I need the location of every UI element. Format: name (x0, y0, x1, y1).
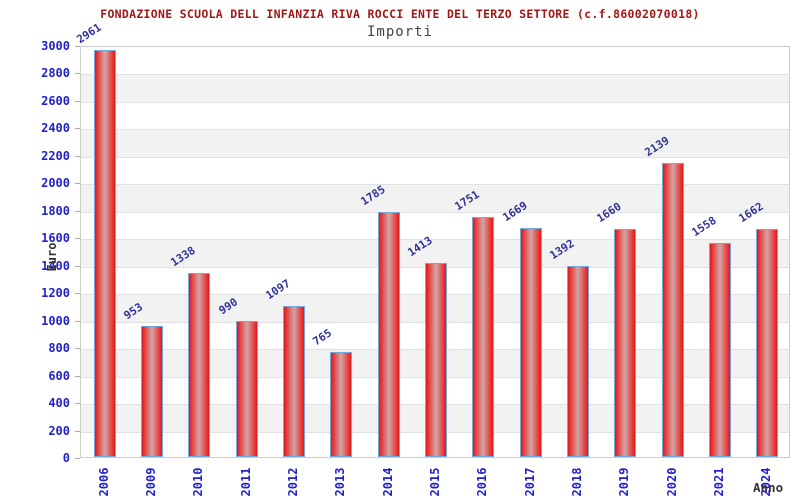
bar (377, 211, 400, 457)
y-tick-label: 200 (48, 423, 70, 438)
bar (283, 306, 305, 457)
x-tick-label: 2020 (664, 467, 679, 497)
y-tick-label: 2600 (41, 93, 70, 108)
y-tick-mark (75, 183, 80, 185)
grid-band (81, 101, 789, 129)
y-tick-label: 0 (62, 451, 70, 465)
grid-band (81, 47, 789, 74)
y-tick-label: 1800 (41, 203, 70, 218)
x-tick-label: 2014 (380, 467, 395, 497)
x-axis-title: Anno (753, 480, 784, 495)
y-tick-label: 600 (48, 368, 70, 383)
y-tick-mark (75, 375, 80, 377)
grid-band (81, 74, 789, 102)
chart-subtitle: Importi (366, 24, 433, 40)
x-tick-label: 2009 (144, 467, 158, 497)
y-tick-mark (75, 430, 80, 432)
y-tick-label: 1600 (41, 231, 70, 246)
bar (188, 273, 211, 457)
y-tick-label: 3000 (41, 39, 70, 53)
y-tick-mark (75, 128, 80, 130)
grid-band (81, 211, 789, 239)
x-tick-label: 2018 (570, 467, 584, 497)
x-tick-label: 2011 (238, 467, 253, 497)
y-tick-mark (75, 210, 80, 212)
y-tick-label: 2400 (41, 121, 70, 136)
x-tick-label: 2016 (475, 467, 490, 497)
y-tick-mark (75, 458, 80, 459)
y-tick-label: 1400 (41, 258, 70, 273)
bar (472, 216, 495, 457)
bar (330, 351, 353, 457)
y-tick-mark (75, 320, 80, 322)
x-tick-label: 2006 (96, 467, 111, 497)
x-tick-label: 2017 (522, 467, 537, 497)
grid-band (81, 129, 789, 157)
grid-band (81, 156, 789, 184)
x-tick-label: 2013 (333, 467, 348, 497)
bar (93, 50, 116, 457)
bar (235, 321, 258, 457)
y-tick-label: 2200 (41, 148, 70, 163)
y-tick-mark (75, 155, 80, 157)
plot-area: 2961 953 1338 990 1097 765 1785 1413 1751 1669 139… (74, 21, 790, 458)
y-tick-mark (75, 265, 80, 267)
y-axis-title: Euro (45, 242, 59, 272)
y-tick-label: 800 (48, 341, 70, 356)
bar (519, 227, 542, 457)
x-tick-label: 2015 (428, 467, 442, 497)
y-tick-mark (75, 293, 80, 295)
y-tick-mark (75, 73, 80, 75)
bar (567, 265, 589, 457)
y-tick-label: 1000 (41, 313, 70, 328)
x-tick-label: 2019 (617, 467, 632, 497)
y-tick-mark (75, 100, 80, 102)
x-tick-label: 2010 (191, 467, 206, 497)
bar (614, 229, 637, 457)
y-tick-mark (75, 46, 80, 47)
bar (141, 326, 163, 457)
y-tick-mark (75, 238, 80, 240)
bar (709, 243, 731, 457)
y-tick-label: 2000 (41, 176, 70, 191)
y-tick-mark (75, 348, 80, 350)
x-tick-label: 2012 (286, 467, 300, 497)
x-tick-label: 2021 (712, 467, 726, 497)
y-tick-label: 2800 (41, 66, 70, 81)
bar (756, 228, 779, 457)
chart-title: FONDAZIONE SCUOLA DELL INFANZIA RIVA ROC… (100, 7, 700, 21)
y-tick-label: 400 (48, 396, 70, 411)
bar (425, 262, 447, 457)
y-tick-mark (75, 403, 80, 405)
bar (661, 163, 684, 457)
y-tick-label: 1200 (41, 286, 70, 301)
